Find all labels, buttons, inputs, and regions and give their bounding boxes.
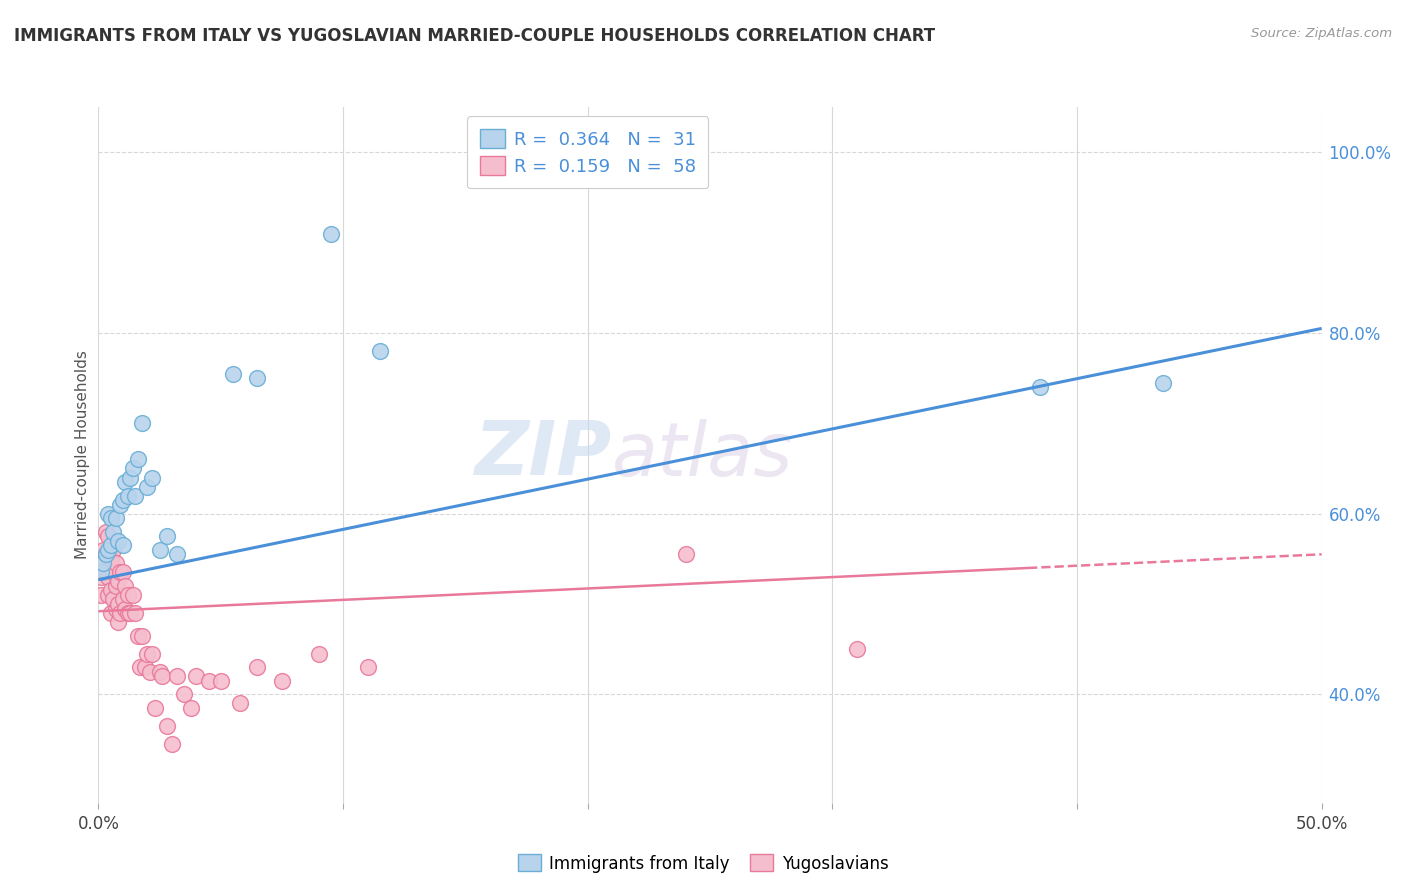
- Point: [160, 737, 183, 751]
- Y-axis label: Married-couple Households: Married-couple Households: [75, 351, 90, 559]
- Point: [114, 601, 136, 615]
- Point: [356, 660, 378, 674]
- Point: [124, 606, 146, 620]
- Text: ZIP: ZIP: [475, 418, 612, 491]
- Point: [107, 597, 129, 611]
- Point: [101, 524, 124, 539]
- Point: [197, 673, 219, 688]
- Point: [110, 498, 132, 512]
- Point: [173, 687, 195, 701]
- Point: [270, 673, 294, 688]
- Point: [675, 547, 697, 561]
- Point: [136, 479, 159, 493]
- Point: [134, 660, 156, 674]
- Point: [104, 557, 127, 571]
- Point: [110, 606, 132, 620]
- Point: [104, 601, 127, 615]
- Point: [91, 557, 114, 571]
- Point: [166, 547, 188, 561]
- Point: [845, 642, 868, 657]
- Point: [1029, 380, 1052, 394]
- Point: [117, 606, 139, 620]
- Point: [97, 542, 120, 557]
- Point: [141, 647, 163, 661]
- Point: [94, 547, 117, 561]
- Point: [156, 529, 179, 543]
- Point: [186, 669, 208, 683]
- Point: [246, 660, 269, 674]
- Point: [368, 344, 391, 359]
- Point: [114, 579, 136, 593]
- Point: [246, 371, 269, 385]
- Point: [209, 673, 232, 688]
- Point: [111, 566, 134, 580]
- Point: [111, 538, 134, 552]
- Point: [166, 669, 188, 683]
- Point: [120, 606, 142, 620]
- Point: [111, 592, 134, 607]
- Point: [117, 588, 139, 602]
- Point: [91, 542, 114, 557]
- Point: [229, 697, 252, 711]
- Point: [107, 615, 129, 629]
- Point: [101, 542, 124, 557]
- Point: [150, 669, 173, 683]
- Point: [90, 588, 112, 602]
- Text: atlas: atlas: [612, 419, 793, 491]
- Legend: Immigrants from Italy, Yugoslavians: Immigrants from Italy, Yugoslavians: [510, 847, 896, 880]
- Point: [94, 524, 117, 539]
- Point: [141, 470, 163, 484]
- Point: [131, 417, 153, 431]
- Point: [90, 570, 112, 584]
- Point: [121, 588, 143, 602]
- Point: [127, 452, 149, 467]
- Point: [101, 592, 124, 607]
- Point: [97, 570, 120, 584]
- Point: [101, 566, 124, 580]
- Point: [114, 475, 136, 489]
- Point: [100, 511, 122, 525]
- Point: [104, 511, 127, 525]
- Point: [136, 647, 159, 661]
- Point: [107, 533, 129, 548]
- Legend: R =  0.364   N =  31, R =  0.159   N =  58: R = 0.364 N = 31, R = 0.159 N = 58: [467, 116, 709, 188]
- Point: [100, 583, 122, 598]
- Text: IMMIGRANTS FROM ITALY VS YUGOSLAVIAN MARRIED-COUPLE HOUSEHOLDS CORRELATION CHART: IMMIGRANTS FROM ITALY VS YUGOSLAVIAN MAR…: [14, 27, 935, 45]
- Point: [100, 538, 122, 552]
- Point: [91, 557, 114, 571]
- Point: [149, 542, 172, 557]
- Point: [156, 719, 179, 733]
- Point: [100, 606, 122, 620]
- Point: [308, 647, 330, 661]
- Point: [120, 470, 142, 484]
- Point: [222, 367, 245, 381]
- Point: [100, 551, 122, 566]
- Point: [97, 588, 120, 602]
- Point: [1152, 376, 1174, 390]
- Point: [149, 665, 172, 679]
- Point: [319, 227, 342, 241]
- Point: [143, 701, 166, 715]
- Point: [110, 566, 132, 580]
- Point: [107, 574, 129, 589]
- Point: [127, 629, 149, 643]
- Point: [111, 493, 134, 508]
- Point: [97, 507, 120, 521]
- Point: [94, 566, 117, 580]
- Point: [94, 547, 117, 561]
- Point: [104, 579, 127, 593]
- Point: [124, 489, 146, 503]
- Point: [139, 665, 162, 679]
- Point: [129, 660, 152, 674]
- Point: [117, 489, 139, 503]
- Point: [121, 461, 143, 475]
- Point: [97, 529, 120, 543]
- Point: [131, 629, 153, 643]
- Point: [90, 566, 112, 580]
- Point: [180, 701, 202, 715]
- Text: Source: ZipAtlas.com: Source: ZipAtlas.com: [1251, 27, 1392, 40]
